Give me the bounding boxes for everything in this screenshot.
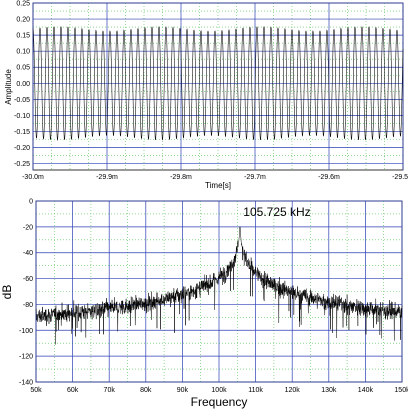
frequency-x-tick-label: 110k — [248, 387, 263, 394]
frequency-x-axis-title: Frequency — [191, 395, 248, 409]
peak-annotation: 105.725 kHz — [243, 205, 310, 219]
time-domain-chart: 0.25 0.20 0.15 0.10 0.05 0.00 -0.05 -0.10 -0.15 -… — [4, 1, 408, 191]
time-y-tick-label: 0.10 — [16, 49, 30, 56]
frequency-x-tick-label: 140k — [358, 387, 374, 394]
time-x-tick-label: -29.6m — [318, 174, 340, 181]
time-x-tick-label: -29.5m — [392, 174, 408, 181]
frequency-y-tick-label: -140 — [19, 380, 33, 387]
frequency-domain-chart: 0 -20 -40 -60 -80 -100 -120 -140 50k 60k 70k 80k 90… — [0, 199, 408, 410]
frequency-x-tick-label: 120k — [285, 387, 301, 394]
frequency-y-ticks: 0 -20 -40 -60 -80 -100 -120 -140 — [19, 199, 33, 387]
time-x-tick-label: -29.7m — [244, 174, 266, 181]
time-x-tick-label: -29.9m — [96, 174, 118, 181]
time-x-axis-title: Time[s] — [205, 181, 231, 190]
time-y-tick-label: -0.05 — [14, 97, 30, 104]
frequency-x-tick-label: 50k — [30, 387, 42, 394]
frequency-x-tick-label: 150k — [394, 387, 408, 394]
frequency-x-tick-label: 70k — [104, 387, 116, 394]
time-x-tick-label: -29.8m — [170, 174, 192, 181]
frequency-x-tick-label: 100k — [211, 387, 227, 394]
time-trace — [32, 26, 404, 141]
frequency-y-tick-label: -120 — [19, 354, 33, 361]
frequency-y-tick-label: 0 — [29, 199, 33, 206]
time-series-line — [32, 26, 404, 141]
time-y-tick-label: 0.15 — [16, 33, 30, 40]
time-y-tick-label: 0.25 — [16, 1, 30, 8]
frequency-y-tick-label: -80 — [23, 302, 33, 309]
frequency-x-tick-label: 130k — [321, 387, 337, 394]
time-y-axis-title: Amplitude — [4, 69, 13, 105]
time-x-ticks: -30.0m -29.9m -29.8m -29.7m -29.6m -29.5m — [22, 174, 408, 181]
time-y-tick-label: 0.00 — [16, 81, 30, 88]
time-y-ticks: 0.25 0.20 0.15 0.10 0.05 0.00 -0.05 -0.10 -0.15 -… — [14, 1, 30, 169]
frequency-trace — [35, 226, 403, 345]
frequency-y-tick-label: -40 — [23, 250, 33, 257]
time-x-tick-label: -30.0m — [22, 174, 44, 181]
frequency-y-axis-title: dB — [0, 285, 14, 300]
time-y-tick-label: 0.05 — [16, 65, 30, 72]
frequency-x-tick-label: 80k — [140, 387, 152, 394]
frequency-x-tick-label: 90k — [177, 387, 189, 394]
frequency-x-ticks: 50k 60k 70k 80k 90k 100k 110k 120k 130k 140k 150k — [30, 387, 408, 394]
frequency-grid — [35, 200, 403, 383]
time-y-tick-label: -0.25 — [14, 161, 30, 168]
frequency-y-tick-label: -20 — [23, 224, 33, 231]
spectrum-line — [35, 226, 403, 345]
time-y-tick-label: -0.10 — [14, 113, 30, 120]
time-y-tick-label: 0.20 — [16, 17, 30, 24]
time-y-tick-label: -0.20 — [14, 145, 30, 152]
time-y-tick-label: -0.15 — [14, 129, 30, 136]
frequency-y-tick-label: -60 — [23, 276, 33, 283]
frequency-x-tick-label: 60k — [67, 387, 79, 394]
frequency-y-tick-label: -100 — [19, 328, 33, 335]
